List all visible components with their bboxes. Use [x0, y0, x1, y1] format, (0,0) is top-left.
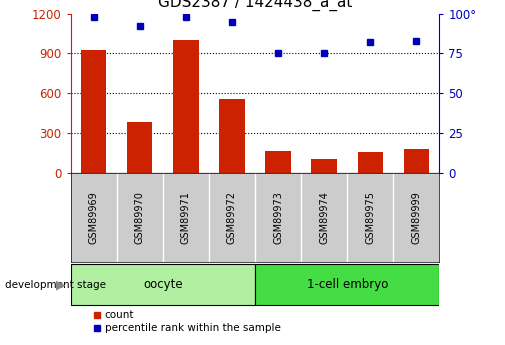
Bar — [219, 99, 244, 172]
Legend: count, percentile rank within the sample: count, percentile rank within the sample — [94, 310, 281, 334]
Text: GSM89999: GSM89999 — [411, 191, 421, 244]
Text: GSM89971: GSM89971 — [181, 191, 191, 244]
Text: GSM89972: GSM89972 — [227, 191, 237, 244]
Text: GSM89975: GSM89975 — [365, 191, 375, 244]
Title: GDS2387 / 1424438_a_at: GDS2387 / 1424438_a_at — [158, 0, 352, 11]
Text: GSM89969: GSM89969 — [89, 191, 99, 244]
Bar — [173, 40, 198, 172]
Bar — [255, 264, 439, 305]
Bar — [266, 151, 291, 172]
Text: GSM89974: GSM89974 — [319, 191, 329, 244]
Text: 1-cell embryo: 1-cell embryo — [307, 278, 388, 291]
Text: oocyte: oocyte — [143, 278, 183, 291]
Text: GSM89970: GSM89970 — [135, 191, 145, 244]
Bar — [71, 264, 255, 305]
Text: ▶: ▶ — [56, 278, 66, 291]
Bar — [403, 149, 429, 172]
Text: development stage: development stage — [5, 280, 106, 289]
Bar — [358, 152, 383, 172]
Bar — [127, 122, 153, 172]
Text: GSM89973: GSM89973 — [273, 191, 283, 244]
Bar — [81, 49, 107, 172]
Bar — [312, 159, 337, 172]
